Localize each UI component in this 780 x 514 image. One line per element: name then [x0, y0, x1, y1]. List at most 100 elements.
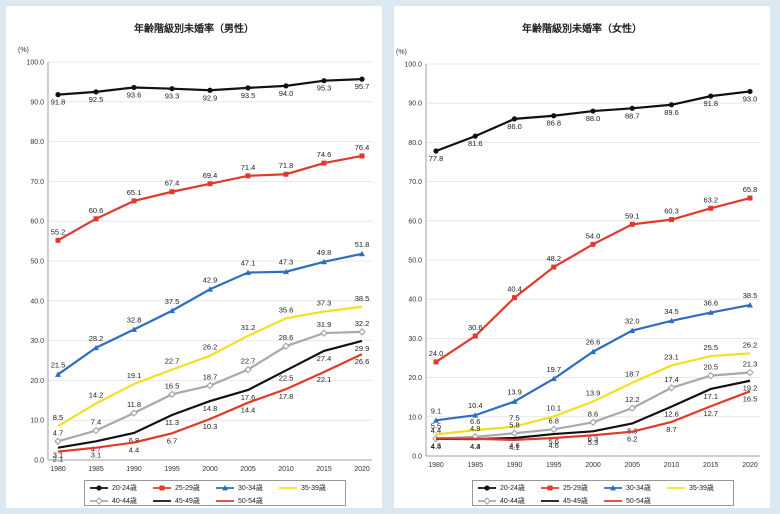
male-data-label: 91.8	[51, 98, 66, 107]
female-data-label: 4.5	[431, 441, 441, 450]
male-data-label: 26.2	[203, 343, 218, 352]
female-x-tick-label: 1980	[428, 462, 444, 469]
male-data-label: 18.7	[203, 373, 218, 382]
female-data-point	[747, 195, 753, 201]
female-series-line-3	[435, 352, 751, 436]
male-data-point	[130, 409, 138, 417]
legend-swatch	[153, 499, 171, 502]
male-x-tick-label: 2000	[202, 466, 218, 473]
female-data-point	[747, 88, 753, 95]
female-data-label: 26.6	[586, 338, 601, 347]
male-data-label: 31.2	[241, 323, 256, 332]
female-data-point	[433, 359, 439, 365]
female-data-point	[551, 264, 557, 270]
male-data-point	[55, 371, 61, 377]
female-data-label: 21.3	[743, 360, 758, 369]
male-data-point	[169, 307, 175, 314]
male-chart-panel: 年齢階級別未婚率（男性） (%) 0.0 10.0 20.0 30.0 40.0 50.0 6…	[6, 6, 382, 508]
male-data-point	[282, 342, 290, 351]
female-y-tick-label: 20.0	[408, 375, 422, 382]
female-data-label: 54.0	[586, 231, 601, 240]
legend-swatch	[604, 484, 622, 490]
female-data-point	[511, 116, 518, 122]
male-data-label: 14.2	[89, 390, 104, 399]
female-data-point	[472, 412, 479, 418]
female-data-point	[590, 241, 596, 247]
female-data-point	[512, 295, 517, 301]
male-data-point	[55, 92, 61, 98]
male-data-label: 14.4	[241, 406, 256, 415]
male-data-point	[169, 189, 175, 195]
male-data-point	[169, 86, 175, 92]
female-data-label: 13.9	[586, 389, 601, 398]
male-data-label: 42.9	[203, 275, 218, 284]
male-data-label: 19.1	[127, 371, 142, 380]
female-data-point	[629, 327, 636, 333]
female-data-label: 34.5	[664, 307, 679, 316]
female-x-tick-label: 2010	[664, 462, 680, 469]
male-data-point	[359, 76, 365, 82]
male-data-label: 22.7	[165, 357, 180, 366]
male-x-tick-label: 2010	[278, 466, 294, 473]
legend-swatch-marker	[96, 484, 102, 491]
male-x-tick-label: 2015	[316, 466, 332, 473]
female-data-point	[706, 371, 715, 380]
female-y-tick-label: 80.0	[408, 140, 422, 147]
female-data-point	[511, 398, 518, 404]
female-data-label: 17.1	[703, 392, 718, 401]
legend-label: 45-49歳	[175, 497, 200, 505]
male-data-label: 3.1	[91, 451, 101, 460]
female-data-label: 8.7	[666, 425, 676, 434]
male-data-label: 14.8	[203, 404, 218, 413]
male-data-label: 32.2	[355, 319, 370, 328]
legend-label: 25-29歳	[175, 484, 200, 492]
female-series-line-6	[435, 390, 751, 442]
male-series-line-1	[57, 154, 363, 242]
male-data-point	[93, 344, 99, 351]
male-data-point	[321, 160, 327, 166]
legend-item: 25-29歳	[152, 483, 215, 493]
female-data-label: 91.8	[703, 99, 718, 108]
female-data-label: 6.2	[627, 435, 637, 444]
female-x-tick-label: 2015	[703, 462, 719, 469]
female-data-point	[668, 317, 675, 324]
male-data-point	[359, 250, 365, 257]
female-y-tick-label: 100.0	[404, 62, 422, 69]
male-data-point	[283, 171, 289, 177]
male-data-label: 21.5	[51, 360, 66, 369]
female-data-label: 19.2	[743, 384, 758, 393]
male-x-tick-label: 2005	[240, 466, 256, 473]
male-x-tick-label: 1995	[164, 466, 180, 473]
male-data-label: 29.9	[355, 344, 370, 353]
female-data-point	[746, 368, 754, 377]
male-data-label: 28.2	[89, 334, 104, 343]
female-data-label: 9.1	[431, 406, 441, 415]
male-y-tick-label: 50.0	[30, 259, 44, 266]
female-data-point	[551, 113, 557, 119]
female-x-tick-label: 1985	[467, 462, 483, 469]
legend-label: 30-34歳	[626, 484, 651, 492]
female-data-label: 60.3	[664, 207, 679, 216]
legend-item: 20-24歳	[89, 483, 152, 493]
female-data-point	[668, 102, 675, 108]
male-x-tick-label: 1980	[50, 466, 66, 473]
legend-swatch	[604, 499, 622, 502]
legend-item: 25-29歳	[540, 483, 603, 493]
male-y-tick-label: 30.0	[30, 338, 44, 345]
male-data-point	[245, 269, 251, 275]
female-data-label: 4.4	[470, 442, 480, 451]
legend-swatch	[541, 499, 559, 502]
female-x-tick-label: 1990	[507, 462, 523, 469]
female-data-label: 26.2	[743, 340, 758, 349]
male-data-label: 17.6	[241, 393, 256, 402]
female-data-label: 4.6	[509, 441, 519, 450]
legend-item: 35-39歳	[666, 483, 729, 493]
male-data-label: 76.4	[355, 143, 370, 152]
male-data-point	[168, 390, 176, 399]
male-data-label: 49.8	[317, 248, 332, 257]
female-chart-title: 年齢階級別未婚率（女性）	[522, 24, 642, 35]
male-data-label: 71.4	[241, 163, 256, 172]
male-line-chart: (%) 0.0 10.0 20.0 30.0 40.0 50.0 60.0 70.0 80.0 90…	[18, 47, 372, 473]
male-series-line-3	[57, 305, 363, 428]
female-data-label: 5.6	[549, 437, 559, 446]
